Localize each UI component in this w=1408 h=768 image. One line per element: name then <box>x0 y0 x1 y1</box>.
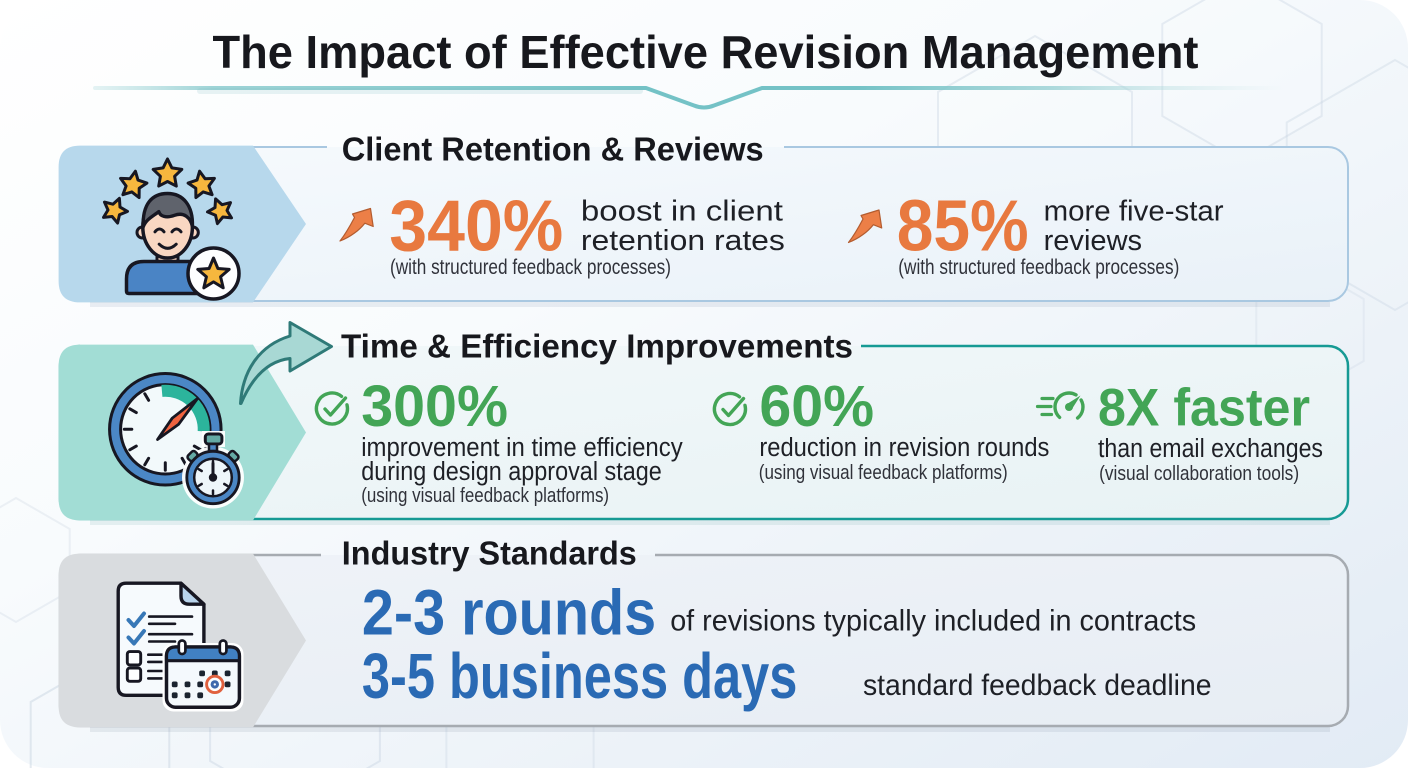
svg-text:of revisions typically include: of revisions typically included in contr… <box>670 605 1196 638</box>
svg-text:Industry Standards: Industry Standards <box>342 535 637 572</box>
svg-text:3-5 business days: 3-5 business days <box>362 640 798 712</box>
svg-text:reviews: reviews <box>1044 225 1143 257</box>
svg-text:8X faster: 8X faster <box>1098 378 1310 437</box>
svg-text:85%: 85% <box>897 187 1029 267</box>
svg-text:(visual collaboration tools): (visual collaboration tools) <box>1099 463 1299 485</box>
svg-text:60%: 60% <box>759 374 874 439</box>
svg-text:during design approval stage: during design approval stage <box>361 458 662 486</box>
svg-text:boost in client: boost in client <box>581 195 783 227</box>
svg-text:than email exchanges: than email exchanges <box>1098 435 1323 463</box>
svg-text:reduction in revision rounds: reduction in revision rounds <box>759 434 1049 462</box>
svg-text:(using visual feedback platfor: (using visual feedback platforms) <box>759 462 1008 484</box>
svg-text:retention rates: retention rates <box>581 225 785 257</box>
svg-text:(with structured feedback proc: (with structured feedback processes) <box>390 256 671 279</box>
svg-text:standard feedback deadline: standard feedback deadline <box>863 669 1212 702</box>
svg-text:300%: 300% <box>361 374 508 439</box>
svg-text:2-3 rounds: 2-3 rounds <box>362 577 656 649</box>
svg-text:Client Retention & Reviews: Client Retention & Reviews <box>342 130 764 167</box>
svg-text:(with structured feedback proc: (with structured feedback processes) <box>898 256 1179 279</box>
svg-text:340%: 340% <box>389 187 563 267</box>
svg-text:(using visual feedback platfor: (using visual feedback platforms) <box>361 485 609 507</box>
svg-text:Time & Efficiency Improvements: Time & Efficiency Improvements <box>341 328 853 365</box>
svg-text:The Impact of Effective Revisi: The Impact of Effective Revision Managem… <box>213 26 1199 78</box>
svg-text:improvement in time efficiency: improvement in time efficiency <box>361 434 683 462</box>
svg-text:more five-star: more five-star <box>1044 195 1224 227</box>
